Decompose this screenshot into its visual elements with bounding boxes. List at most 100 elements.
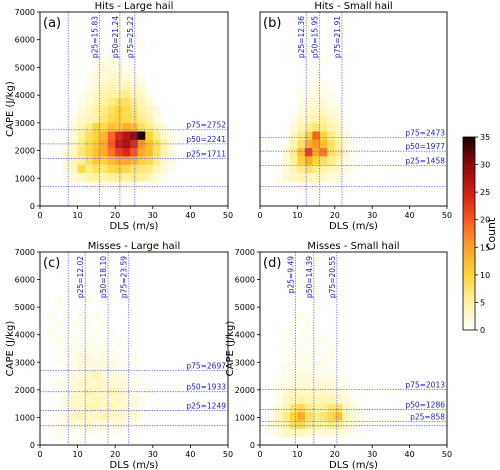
heatmap-cell (130, 56, 139, 65)
heatmap-cell (319, 354, 328, 363)
heatmap-cell (85, 89, 93, 99)
heatmap-cell (122, 156, 131, 165)
heatmap-cell (92, 156, 101, 165)
heatmap-cell (327, 131, 336, 140)
heatmap-cell (327, 411, 336, 421)
heatmap-cell (304, 428, 313, 438)
heatmap-cell (122, 114, 131, 124)
heatmap-cell (334, 122, 343, 132)
heatmap-cell (92, 354, 101, 363)
y-tick-label: 4000 (15, 91, 35, 100)
heatmap-cell (100, 106, 108, 115)
heatmap-cell (289, 411, 298, 421)
heatmap-cell (62, 420, 71, 429)
heatmap-cell (70, 428, 78, 438)
heatmap-cell (297, 312, 306, 322)
heatmap-cell (334, 411, 343, 421)
percentile-label-x: p50=21.24 (111, 16, 120, 58)
heatmap-cell (92, 329, 101, 338)
heatmap-cell (122, 122, 131, 132)
heatmap-cell (92, 122, 101, 132)
heatmap-cell (130, 172, 139, 182)
heatmap-cell (304, 147, 313, 157)
heatmap-cell (85, 172, 93, 182)
heatmap-cell (85, 97, 93, 107)
heatmap-cell (137, 106, 146, 115)
heatmap-cell (145, 131, 154, 140)
heatmap-cell (100, 420, 108, 429)
colorbar-gradient (462, 136, 476, 331)
heatmap-cell (282, 378, 291, 388)
heatmap-cell (297, 97, 306, 107)
heatmap-cell (304, 354, 313, 363)
heatmap-cell (92, 56, 101, 65)
heatmap-cell (327, 172, 336, 182)
heatmap-cell (167, 164, 176, 174)
heatmap-cell (312, 89, 321, 99)
heatmap-cell (145, 106, 154, 115)
y-tick-label: 2000 (15, 147, 35, 156)
heatmap-cell (274, 378, 283, 388)
heatmap-cell (77, 378, 86, 388)
heatmap-cell (349, 428, 358, 438)
heatmap-cell (297, 420, 306, 429)
heatmap-cell (115, 56, 124, 65)
heatmap-cell (122, 172, 131, 182)
y-tick-label: 6000 (235, 276, 255, 285)
heatmap-cell (115, 403, 124, 413)
heatmap-cell (319, 89, 328, 99)
heatmap-cell (289, 395, 298, 404)
y-tick-label: 7000 (15, 8, 35, 17)
heatmap-cell (145, 139, 154, 149)
heatmap-cell (289, 403, 298, 413)
heatmap-cell (115, 39, 124, 49)
percentile-label-y: p75=2013 (405, 380, 445, 389)
heatmap-cell (289, 181, 298, 190)
heatmap-cell (62, 172, 71, 182)
y-tick-label: 2000 (235, 386, 255, 395)
heatmap-cell (47, 329, 56, 338)
heatmap-cell (70, 354, 78, 363)
heatmap-cell (319, 106, 328, 115)
y-tick-label: 5000 (235, 303, 255, 312)
heatmap-cell (85, 181, 93, 190)
heatmap-cell (282, 395, 291, 404)
x-tick-label: 10 (292, 211, 302, 220)
heatmap-cell (137, 81, 146, 90)
heatmap-cell (289, 172, 298, 182)
plot-frame (39, 251, 229, 446)
heatmap-cell (55, 320, 63, 330)
x-axis-label: DLS (m/s) (110, 460, 159, 470)
percentile-label-x: p25=12.36 (297, 16, 306, 58)
heatmap-cell (115, 172, 124, 182)
heatmap-cell (297, 279, 306, 289)
heatmap-cell (289, 164, 298, 174)
heatmap-cell (267, 420, 276, 429)
percentile-label-x: p25=15.83 (91, 16, 100, 58)
heatmap-cell (100, 395, 108, 404)
heatmap-cell (92, 395, 101, 404)
heatmap-cell (145, 97, 154, 107)
heatmap-cell (297, 147, 306, 157)
heatmap-cell (152, 139, 161, 149)
heatmap-cell (304, 320, 313, 330)
heatmap-cell (70, 147, 78, 157)
heatmap-cell (304, 362, 313, 371)
heatmap-cell (342, 395, 351, 404)
heatmap-cell (342, 403, 351, 413)
x-tick-label: 10 (73, 211, 83, 220)
heatmap-cell (327, 106, 336, 115)
heatmap-cell (100, 97, 108, 107)
heatmap-cell (137, 122, 146, 132)
heatmap-cell (304, 378, 313, 388)
heatmap-cell (327, 97, 336, 107)
heatmap-cell (304, 64, 313, 74)
heatmap-cell (92, 345, 101, 355)
heatmap-cell (167, 156, 176, 165)
colorbar-label: Count (485, 217, 498, 250)
heatmap-cell (130, 378, 139, 388)
heatmap-cell (319, 411, 328, 421)
heatmap-cell (342, 164, 351, 174)
heatmap-cell (137, 395, 146, 404)
heatmap-cell (282, 172, 291, 182)
